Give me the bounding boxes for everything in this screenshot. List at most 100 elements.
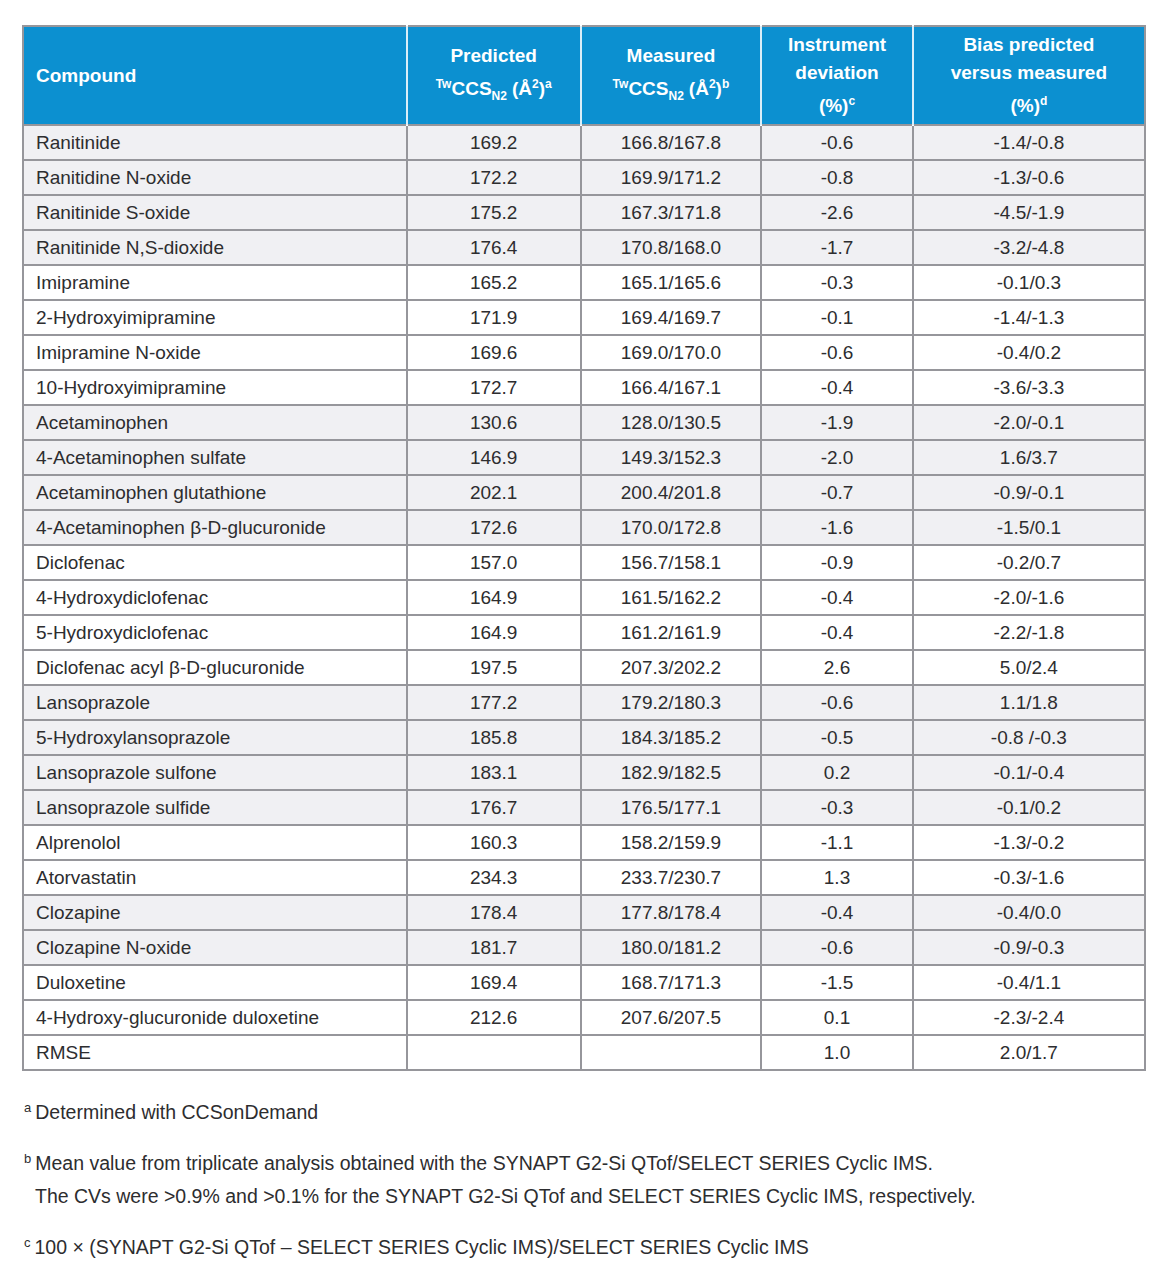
compound-cell: 5-Hydroxylansoprazole	[23, 720, 407, 755]
bias-cell: -0.4/0.2	[913, 335, 1145, 370]
instrument-deviation-cell: 1.3	[761, 860, 912, 895]
header-measured-ccs: Measured TwCCSN2(Å2)b	[581, 26, 762, 125]
instrument-deviation-cell: -0.6	[761, 125, 912, 160]
compound-cell: Atorvastatin	[23, 860, 407, 895]
compound-cell: 5-Hydroxydiclofenac	[23, 615, 407, 650]
measured-ccs-cell: 207.3/202.2	[581, 650, 762, 685]
instrument-deviation-cell: -0.4	[761, 370, 912, 405]
bias-cell: -0.4/1.1	[913, 965, 1145, 1000]
instrument-deviation-cell: 0.1	[761, 1000, 912, 1035]
predicted-ccs-cell: 176.7	[407, 790, 581, 825]
table-row: Lansoprazole 177.2 179.2/180.3 -0.6 1.1/…	[23, 685, 1145, 720]
predicted-ccs-cell: 157.0	[407, 545, 581, 580]
header-measured-formula: TwCCSN2(Å2)b	[613, 78, 730, 99]
table-row: Lansoprazole sulfone 183.1 182.9/182.5 0…	[23, 755, 1145, 790]
predicted-ccs-cell: 130.6	[407, 405, 581, 440]
compound-cell: Lansoprazole	[23, 685, 407, 720]
measured-ccs-cell: 166.8/167.8	[581, 125, 762, 160]
compound-cell: 10-Hydroxyimipramine	[23, 370, 407, 405]
instrument-deviation-cell: -0.8	[761, 160, 912, 195]
compound-cell: Imipramine	[23, 265, 407, 300]
header-bias: Bias predicted versus measured (%)d	[913, 26, 1145, 125]
bias-cell: -0.9/-0.3	[913, 930, 1145, 965]
measured-ccs-cell: 156.7/158.1	[581, 545, 762, 580]
predicted-ccs-cell: 169.2	[407, 125, 581, 160]
compound-cell: Ranitinide S-oxide	[23, 195, 407, 230]
measured-ccs-cell: 170.8/168.0	[581, 230, 762, 265]
measured-ccs-cell: 128.0/130.5	[581, 405, 762, 440]
header-predicted-ccs: Predicted TwCCSN2(Å2)a	[407, 26, 581, 125]
bias-cell: -0.1/0.3	[913, 265, 1145, 300]
measured-ccs-cell: 161.5/162.2	[581, 580, 762, 615]
measured-ccs-cell: 161.2/161.9	[581, 615, 762, 650]
predicted-ccs-cell: 160.3	[407, 825, 581, 860]
footnote-b-text-line2: The CVs were >0.9% and >0.1% for the SYN…	[24, 1185, 976, 1207]
compound-cell: Diclofenac	[23, 545, 407, 580]
bias-cell: -2.2/-1.8	[913, 615, 1145, 650]
header-compound: Compound	[23, 26, 407, 125]
predicted-ccs-cell: 172.6	[407, 510, 581, 545]
bias-cell: -0.1/-0.4	[913, 755, 1145, 790]
measured-ccs-cell: 170.0/172.8	[581, 510, 762, 545]
compound-cell: Diclofenac acyl β-D-glucuronide	[23, 650, 407, 685]
bias-cell: -0.1/0.2	[913, 790, 1145, 825]
compound-cell: Acetaminophen glutathione	[23, 475, 407, 510]
footnote-a-mark: a	[24, 1100, 31, 1115]
instrument-deviation-cell: 1.0	[761, 1035, 912, 1070]
footnote-b-mark: b	[24, 1151, 31, 1166]
instrument-deviation-cell: -0.1	[761, 300, 912, 335]
compound-cell: Imipramine N-oxide	[23, 335, 407, 370]
instrument-deviation-cell: -0.3	[761, 790, 912, 825]
instrument-deviation-cell: -0.6	[761, 335, 912, 370]
measured-ccs-cell: 158.2/159.9	[581, 825, 762, 860]
measured-ccs-cell: 149.3/152.3	[581, 440, 762, 475]
measured-ccs-cell: 165.1/165.6	[581, 265, 762, 300]
compound-cell: Lansoprazole sulfone	[23, 755, 407, 790]
bias-cell: 5.0/2.4	[913, 650, 1145, 685]
footnote-b-text-line1: Mean value from triplicate analysis obta…	[35, 1152, 933, 1174]
instrument-deviation-cell: -0.7	[761, 475, 912, 510]
predicted-ccs-cell: 171.9	[407, 300, 581, 335]
predicted-ccs-cell: 165.2	[407, 265, 581, 300]
header-predicted-line1: Predicted	[450, 45, 537, 66]
bias-cell: -3.2/-4.8	[913, 230, 1145, 265]
predicted-ccs-cell: 176.4	[407, 230, 581, 265]
table-row: Acetaminophen 130.6 128.0/130.5 -1.9 -2.…	[23, 405, 1145, 440]
compound-cell: Acetaminophen	[23, 405, 407, 440]
instrument-deviation-cell: -2.0	[761, 440, 912, 475]
footnote-a-text: Determined with CCSonDemand	[35, 1101, 318, 1123]
predicted-ccs-cell: 234.3	[407, 860, 581, 895]
measured-ccs-cell	[581, 1035, 762, 1070]
measured-ccs-cell: 167.3/171.8	[581, 195, 762, 230]
compound-cell: 2-Hydroxyimipramine	[23, 300, 407, 335]
compound-cell: 4-Acetaminophen sulfate	[23, 440, 407, 475]
bias-cell: -1.4/-1.3	[913, 300, 1145, 335]
instrument-deviation-cell: -0.4	[761, 895, 912, 930]
measured-ccs-cell: 182.9/182.5	[581, 755, 762, 790]
bias-cell: -0.8 /-0.3	[913, 720, 1145, 755]
table-row: 4-Hydroxy-glucuronide duloxetine 212.6 2…	[23, 1000, 1145, 1035]
bias-cell: -0.9/-0.1	[913, 475, 1145, 510]
bias-cell: -0.3/-1.6	[913, 860, 1145, 895]
measured-ccs-cell: 177.8/178.4	[581, 895, 762, 930]
bias-cell: -2.3/-2.4	[913, 1000, 1145, 1035]
bias-cell: -2.0/-1.6	[913, 580, 1145, 615]
table-row: Ranitinide S-oxide 175.2 167.3/171.8 -2.…	[23, 195, 1145, 230]
table-row: Ranitinide 169.2 166.8/167.8 -0.6 -1.4/-…	[23, 125, 1145, 160]
predicted-ccs-cell: 178.4	[407, 895, 581, 930]
table-row: Clozapine N-oxide 181.7 180.0/181.2 -0.6…	[23, 930, 1145, 965]
instrument-deviation-cell: -0.4	[761, 615, 912, 650]
footnote-c-mark: c	[24, 1235, 31, 1250]
measured-ccs-cell: 166.4/167.1	[581, 370, 762, 405]
instrument-deviation-cell: -1.6	[761, 510, 912, 545]
bias-cell: 1.6/3.7	[913, 440, 1145, 475]
table-row: 5-Hydroxydiclofenac 164.9 161.2/161.9 -0…	[23, 615, 1145, 650]
instrument-deviation-cell: -1.9	[761, 405, 912, 440]
instrument-deviation-cell: -1.5	[761, 965, 912, 1000]
table-row: 10-Hydroxyimipramine 172.7 166.4/167.1 -…	[23, 370, 1145, 405]
table-row: Diclofenac 157.0 156.7/158.1 -0.9 -0.2/0…	[23, 545, 1145, 580]
bias-cell: -4.5/-1.9	[913, 195, 1145, 230]
compound-cell: Duloxetine	[23, 965, 407, 1000]
footnotes: a Determined with CCSonDemand b Mean value…	[22, 1091, 1146, 1280]
table-row: 2-Hydroxyimipramine 171.9 169.4/169.7 -0…	[23, 300, 1145, 335]
